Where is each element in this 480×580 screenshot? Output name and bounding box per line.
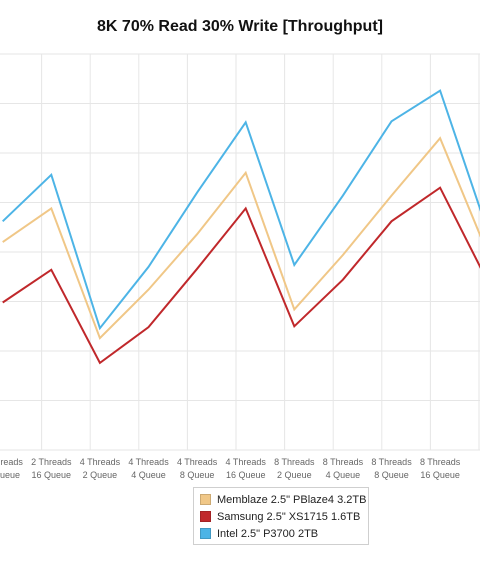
x-tick-label: 8 Threads: [323, 457, 364, 467]
series-line-0: [2, 136, 480, 340]
series-line-1: [2, 186, 480, 365]
legend-item-samsung: Samsung 2.5" XS1715 1.6TB: [200, 508, 368, 525]
legend-label-intel: Intel 2.5" P3700 2TB: [217, 527, 319, 540]
x-tick-label: 8 Queue: [374, 470, 409, 480]
x-tick-label: 4 Threads: [177, 457, 218, 467]
x-tick-label: 2 Threads: [31, 457, 72, 467]
series-lines: [2, 89, 480, 365]
chart-title: 8K 70% Read 30% Write [Throughput]: [97, 18, 383, 35]
x-tick-label: 8 Queue: [180, 470, 215, 480]
x-tick-label: 2 Queue: [277, 470, 312, 480]
series-line-2: [2, 89, 480, 331]
x-tick-label: 4 Threads: [226, 457, 267, 467]
x-tick-label: 8 Threads: [274, 457, 315, 467]
legend-item-memblaze: Memblaze 2.5" PBlaze4 3.2TB: [200, 491, 368, 508]
x-axis-tick-labels: 2 Threads 8 Queue 2 Threads 16 Queue 4 Threa…: [0, 457, 461, 480]
x-tick-label: 16 Queue: [32, 470, 72, 480]
x-tick-label: 4 Threads: [128, 457, 169, 467]
x-tick-label: 4 Threads: [80, 457, 121, 467]
x-tick-label: 4 Queue: [326, 470, 361, 480]
grid-lines: [0, 53, 480, 451]
x-tick-label: 8 Threads: [420, 457, 461, 467]
x-tick-label: 8 Threads: [371, 457, 412, 467]
x-tick-label: 2 Threads: [0, 457, 23, 467]
x-tick-label: 4 Queue: [131, 470, 166, 480]
x-tick-label: 8 Queue: [0, 470, 20, 480]
x-tick-label: 16 Queue: [226, 470, 266, 480]
legend-swatch-samsung: [200, 511, 211, 522]
legend-swatch-intel: [200, 528, 211, 539]
legend-label-memblaze: Memblaze 2.5" PBlaze4 3.2TB: [217, 493, 367, 506]
legend-item-intel: Intel 2.5" P3700 2TB: [200, 525, 368, 542]
legend-label-samsung: Samsung 2.5" XS1715 1.6TB: [217, 510, 361, 523]
x-tick-label: 2 Queue: [83, 470, 118, 480]
legend: Memblaze 2.5" PBlaze4 3.2TB Samsung 2.5"…: [193, 487, 369, 545]
legend-swatch-memblaze: [200, 494, 211, 505]
x-tick-label: 16 Queue: [420, 470, 460, 480]
